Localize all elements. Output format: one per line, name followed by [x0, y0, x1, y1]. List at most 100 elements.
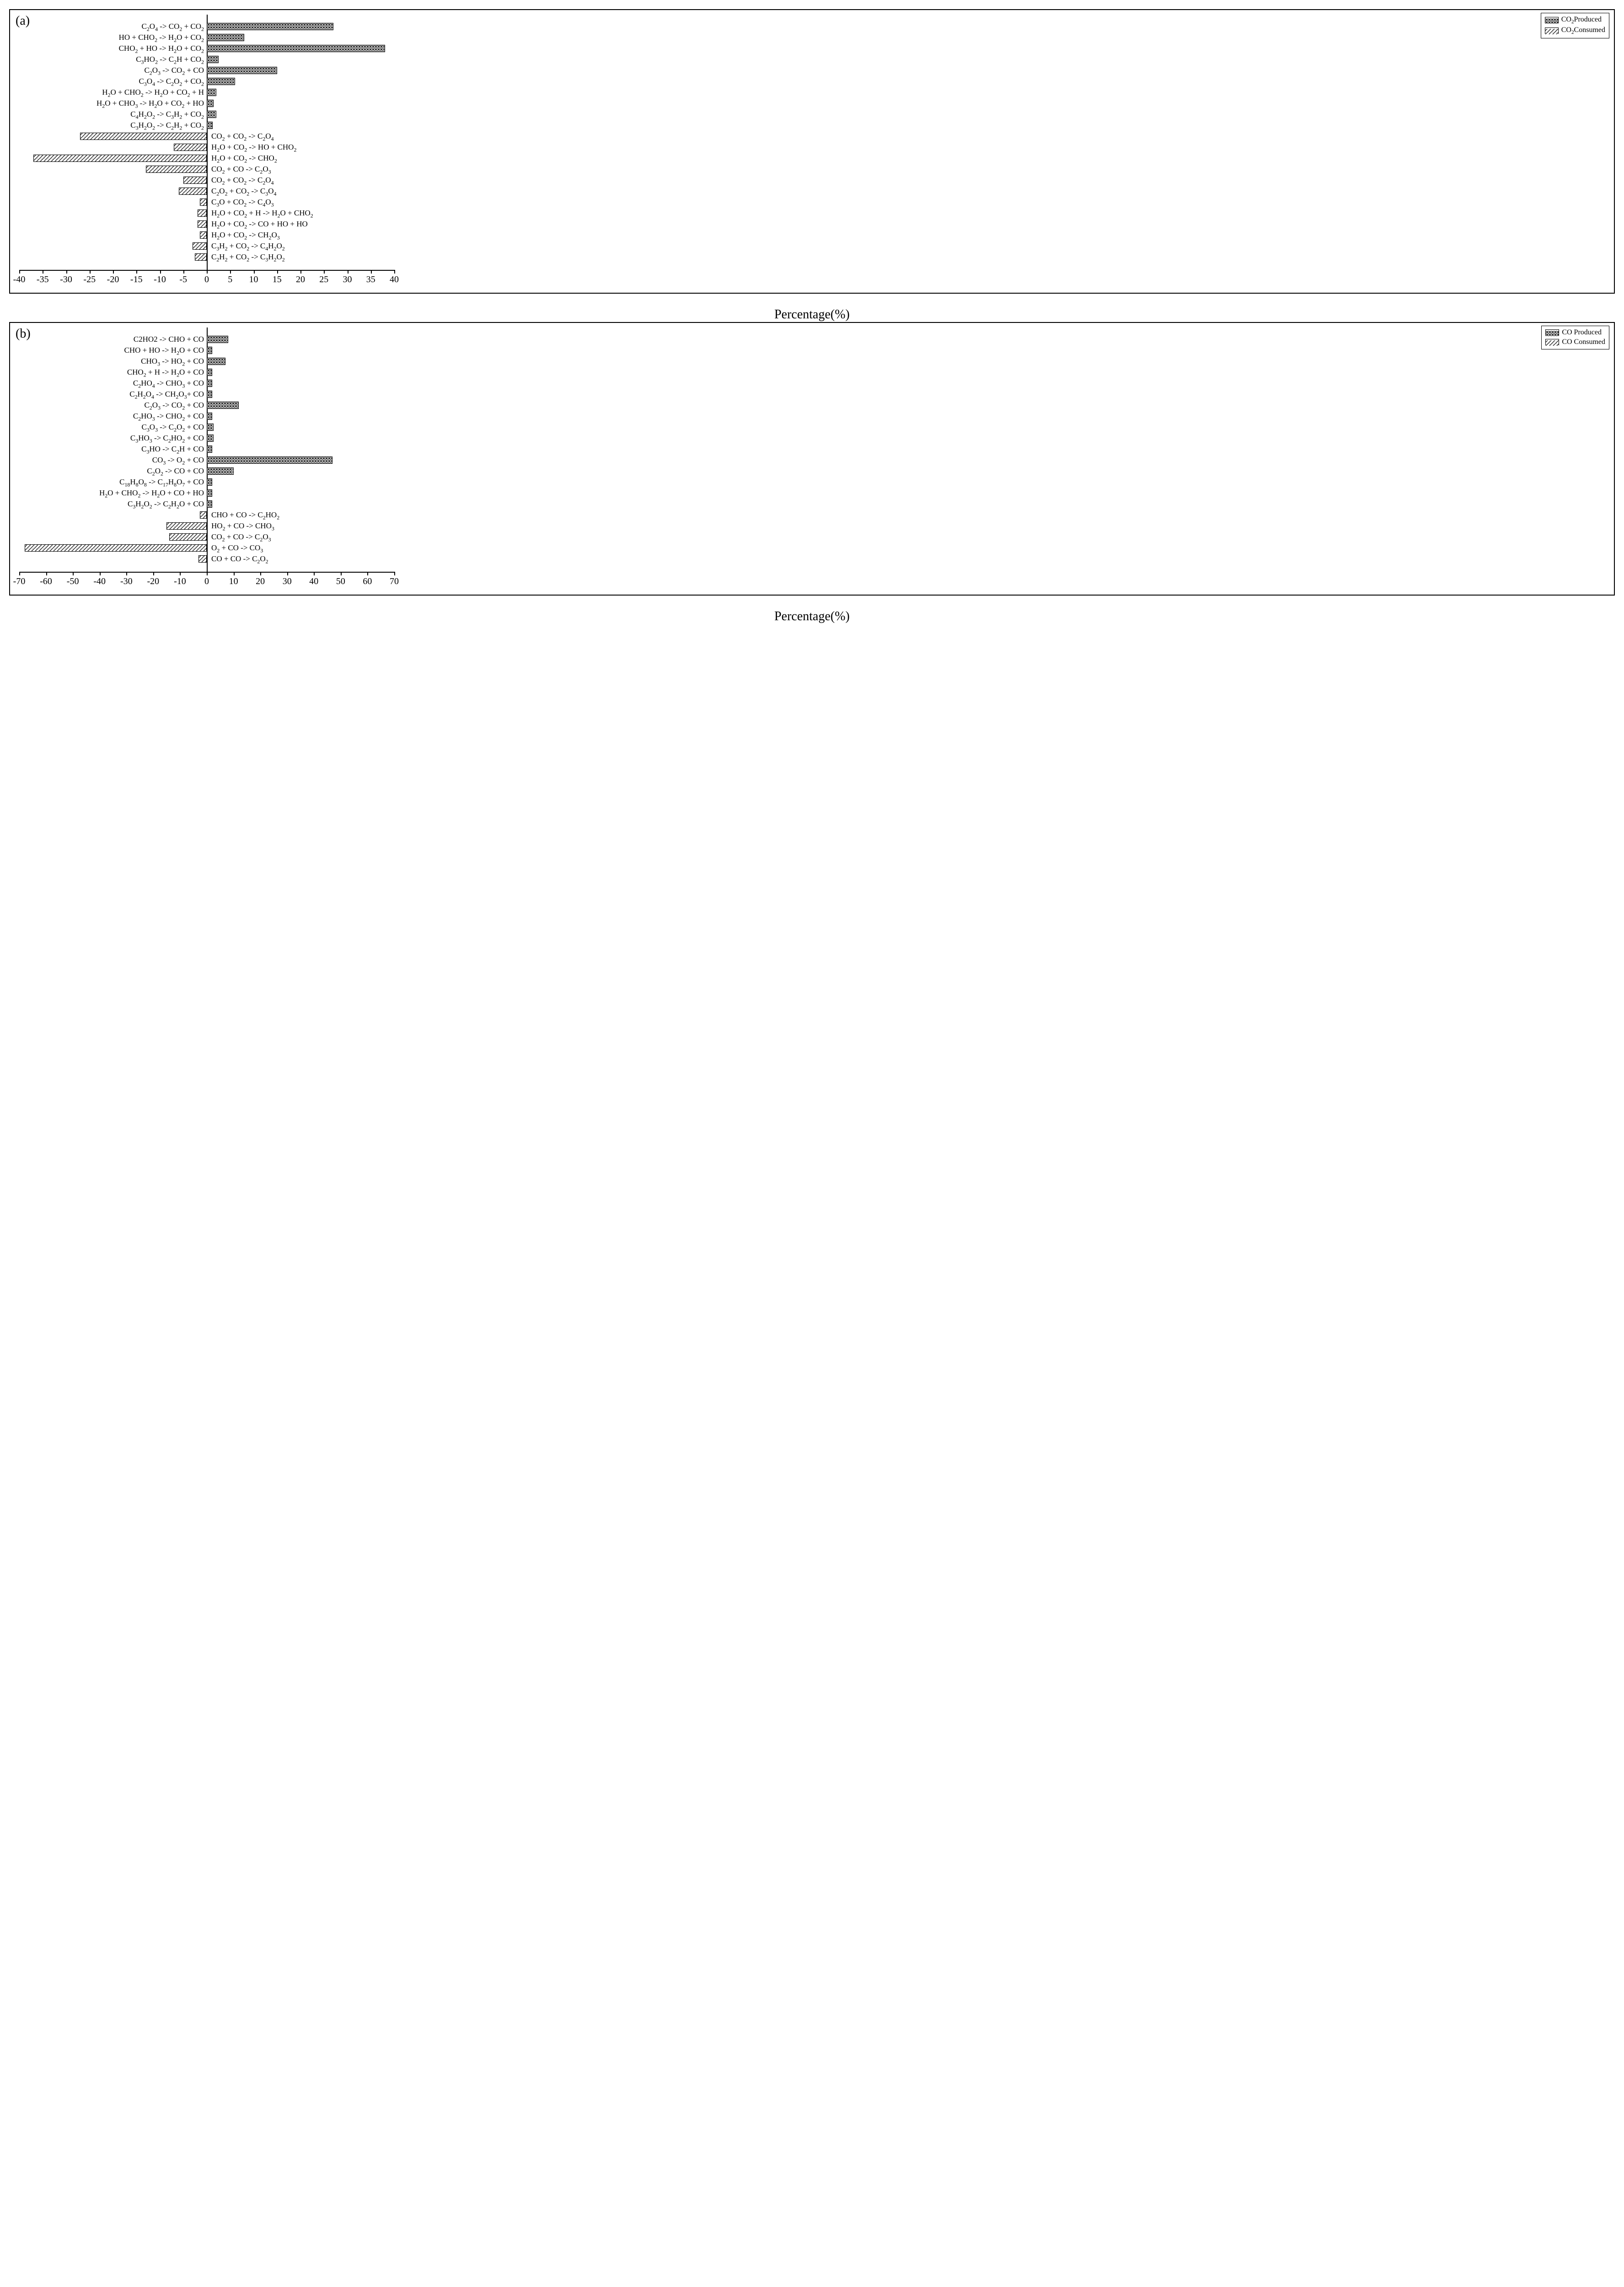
tick-label: -20 — [107, 274, 119, 285]
bar-label: C3O3 -> C2O2 + CO — [141, 423, 204, 433]
legend-swatch — [1545, 17, 1559, 23]
bar — [174, 144, 207, 151]
bar — [80, 133, 207, 140]
tick-label: 20 — [256, 576, 265, 587]
tick-label: -10 — [154, 274, 166, 285]
tick — [277, 270, 278, 274]
tick-label: 5 — [228, 274, 232, 285]
tick-label: 40 — [309, 576, 318, 587]
bar-label: CHO3 -> HO2 + CO — [141, 357, 204, 367]
tick-label: 0 — [204, 274, 209, 285]
bar-label: CHO + HO -> H2O + CO — [124, 346, 204, 356]
tick-label: -25 — [83, 274, 96, 285]
bar-label: C3H2O2 -> C2H2O + CO — [128, 500, 204, 510]
tick-label: -40 — [93, 576, 106, 587]
tick-label: 20 — [296, 274, 305, 285]
bar — [198, 220, 207, 228]
tick-label: -60 — [40, 576, 52, 587]
legend-label: CO Produced — [1562, 328, 1602, 338]
chart-panel-b: (b)CO ProducedCO ConsumedC2HO2 -> CHO + … — [9, 322, 1615, 596]
bar — [207, 446, 212, 453]
legend-item: CO2Produced — [1545, 15, 1605, 26]
bar — [25, 544, 207, 552]
tick-label: -30 — [60, 274, 72, 285]
tick — [19, 572, 20, 575]
bar-label: C18H8O8 -> C17H8O7 + CO — [119, 478, 204, 488]
bar-label: CO2 + CO2 -> C2O4 — [211, 132, 274, 142]
bar-label: H2O + CO2 -> HO + CHO2 — [211, 143, 296, 153]
bar — [207, 369, 212, 376]
legend-swatch — [1545, 339, 1559, 345]
tick-label: -5 — [179, 274, 187, 285]
tick-label: 25 — [319, 274, 328, 285]
tick — [90, 270, 91, 274]
x-axis: -40-35-30-25-20-15-10-50510152025303540 — [19, 270, 394, 293]
tick — [300, 270, 301, 274]
tick-label: 70 — [390, 576, 399, 587]
bar-label: H2O + CHO2 -> H2O + CO2 + H — [102, 88, 204, 98]
tick — [46, 572, 47, 575]
tick — [260, 572, 261, 575]
tick-label: -40 — [13, 274, 26, 285]
tick-label: -10 — [174, 576, 186, 587]
bar — [207, 500, 212, 508]
bar-label: CO + CO -> C2O2 — [211, 555, 268, 564]
tick-label: -30 — [120, 576, 133, 587]
bar — [207, 402, 239, 409]
tick — [207, 572, 208, 575]
tick-label: -20 — [147, 576, 160, 587]
bar-label: CO2 + CO -> C2O3 — [211, 533, 271, 542]
bar-label: H2O + CO2 -> CO + HO + HO — [211, 220, 308, 230]
bar-label: C3H2 + CO2 -> C4H2O2 — [211, 242, 285, 252]
plot-area: C2O4 -> CO2 + CO2HO + CHO2 -> H2O + CO2C… — [19, 15, 394, 270]
x-axis-title: Percentage(%) — [9, 609, 1615, 624]
tick — [341, 572, 342, 575]
bar-label: HO2 + CO -> CHO3 — [211, 522, 274, 531]
bar — [207, 478, 212, 486]
tick-label: -50 — [67, 576, 79, 587]
tick — [180, 572, 181, 575]
bar-label: C2O2 -> CO + CO — [147, 467, 204, 477]
bar — [195, 253, 207, 261]
bar-label: C3O4 -> C2O2 + CO2 — [139, 77, 204, 87]
bar — [207, 391, 212, 398]
legend-swatch — [1545, 329, 1559, 336]
tick — [160, 270, 161, 274]
zero-line — [207, 15, 208, 270]
bar — [166, 522, 207, 530]
tick — [19, 270, 20, 274]
tick-label: -15 — [130, 274, 143, 285]
bar-label: C2HO3 -> CHO2 + CO — [133, 412, 204, 422]
bar — [207, 467, 234, 475]
tick-label: 10 — [229, 576, 238, 587]
tick-label: 15 — [273, 274, 282, 285]
bar — [207, 336, 228, 343]
x-axis-title: Percentage(%) — [9, 307, 1615, 322]
tick — [234, 572, 235, 575]
bar — [207, 100, 214, 107]
legend-label: CO2Produced — [1561, 15, 1602, 26]
bar-label: C4H2O2 -> C3H2 + CO2 — [130, 110, 204, 120]
tick — [207, 270, 208, 274]
bar — [207, 358, 225, 365]
legend: CO ProducedCO Consumed — [1541, 326, 1609, 349]
bar — [200, 511, 207, 519]
legend-item: CO2Consumed — [1545, 26, 1605, 36]
bar — [207, 78, 235, 85]
tick — [371, 270, 372, 274]
bar — [33, 155, 207, 162]
tick — [100, 572, 101, 575]
tick — [230, 270, 231, 274]
tick-label: 60 — [363, 576, 372, 587]
bar-label: H2O + CHO3 -> H2O + CO2 + HO — [96, 99, 204, 109]
bar-label: C3HO -> C2H + CO — [141, 445, 204, 455]
bar — [200, 199, 207, 206]
legend-label: CO2Consumed — [1561, 26, 1605, 36]
bar-label: HO + CHO2 -> H2O + CO2 — [119, 33, 204, 43]
bar — [207, 56, 219, 63]
bar-label: CHO2 + H -> H2O + CO — [127, 368, 204, 378]
bar — [207, 67, 277, 74]
bar-label: C2O3 -> CO2 + CO — [144, 401, 204, 411]
legend-swatch — [1545, 27, 1559, 34]
tick — [254, 270, 255, 274]
